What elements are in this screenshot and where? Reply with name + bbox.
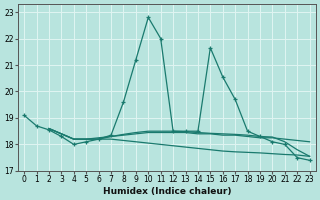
X-axis label: Humidex (Indice chaleur): Humidex (Indice chaleur) xyxy=(103,187,231,196)
